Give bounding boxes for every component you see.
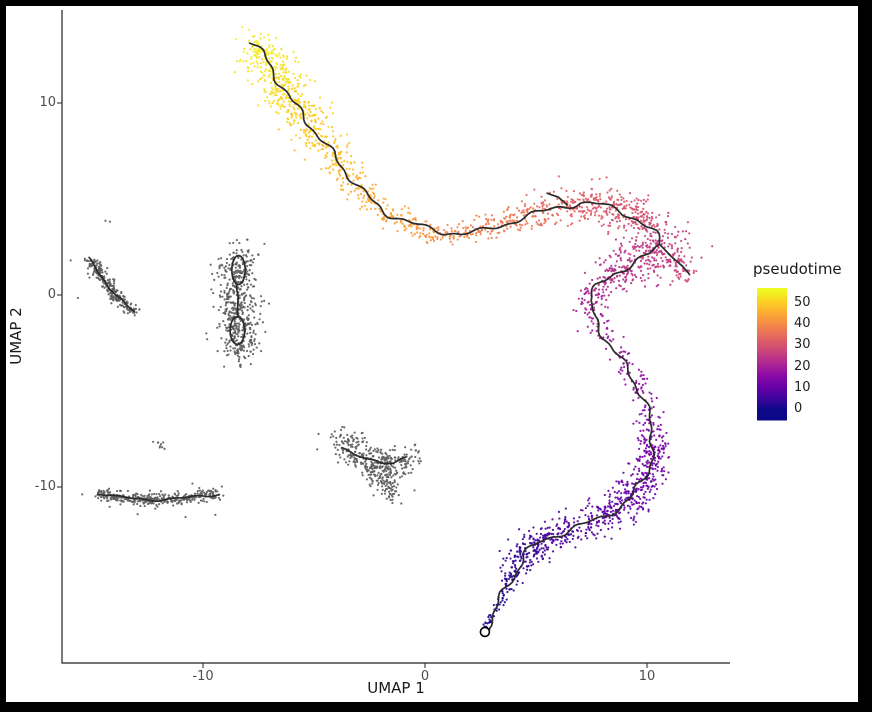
legend-tick-label: 0: [794, 401, 803, 417]
legend-tick-label: 20: [794, 358, 811, 374]
x-tick-label: 0: [420, 669, 430, 684]
legend-tick-label: 40: [794, 316, 811, 332]
legend-tick-label: 50: [794, 294, 811, 310]
legend-tick-label: 10: [794, 380, 811, 396]
x-tick-label: -10: [192, 669, 214, 684]
x-tick-label: 10: [638, 669, 656, 684]
legend-title: pseudotime: [753, 260, 842, 278]
y-tick-label: -10: [34, 479, 56, 494]
y-tick-label: 10: [39, 95, 56, 110]
y-tick-label: 0: [47, 287, 56, 302]
x-axis-title: UMAP 1: [367, 679, 425, 697]
legend-tick-label: 30: [794, 337, 811, 353]
